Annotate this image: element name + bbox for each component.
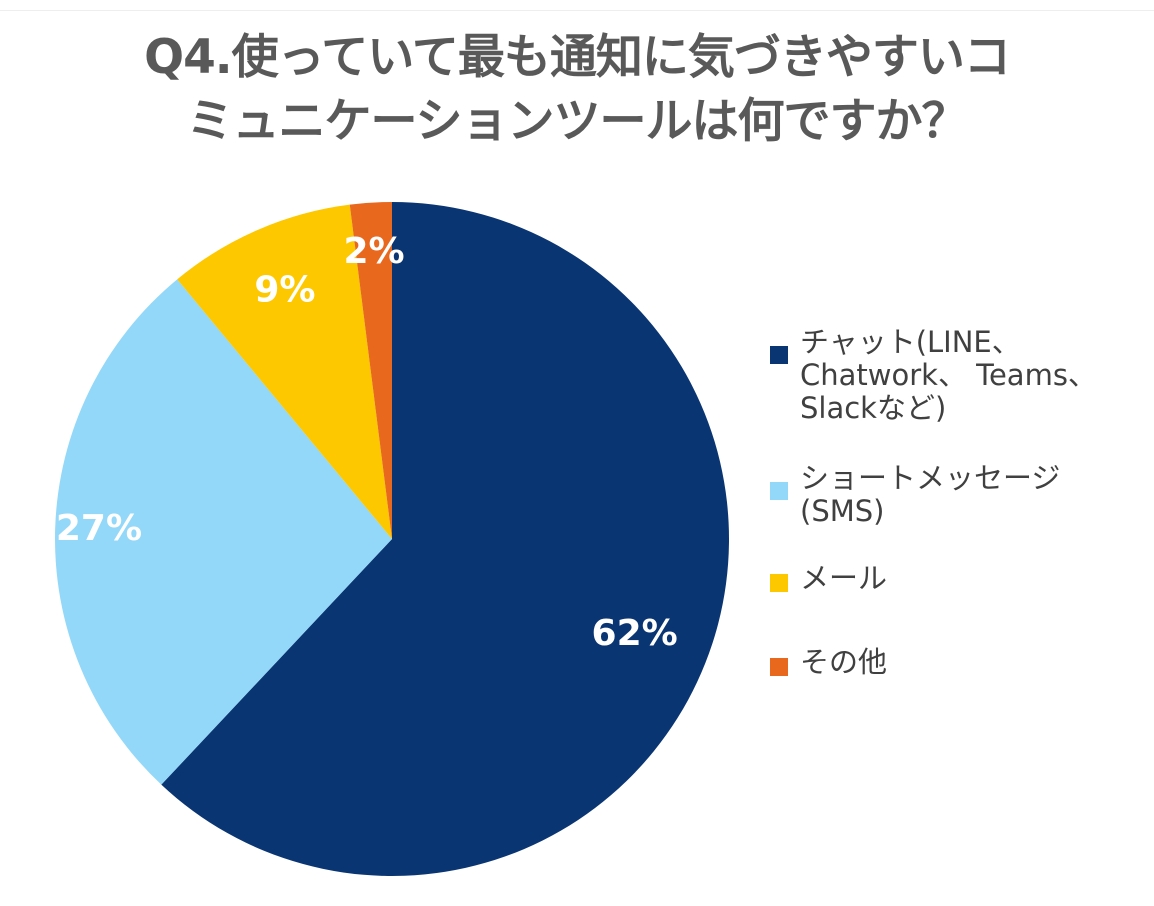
- legend-label-sms: ショートメッセージ (SMS): [800, 461, 1061, 528]
- legend-label-mail: メール: [800, 561, 888, 595]
- slice-label-mail: 9%: [254, 270, 315, 311]
- chart-title-line-2: ミュニケーションツールは何ですか？: [186, 94, 968, 149]
- legend-swatch-mail: [770, 574, 788, 592]
- legend-label-chat: チャット(LINE、 Chatwork、 Teams、 Slackなど): [800, 325, 1097, 425]
- pie-slice-mail: [177, 204, 392, 539]
- legend-swatch-other: [770, 658, 788, 676]
- pie-slice-other: [349, 202, 392, 539]
- slice-label-chat: 62%: [592, 613, 678, 654]
- legend-label-other: その他: [800, 645, 888, 679]
- legend-swatch-chat: [770, 346, 788, 364]
- slice-label-sms: 27%: [56, 508, 142, 549]
- chart-title: Q4.使っていて最も通知に気づきやすいコ ミュニケーションツールは何ですか？: [0, 26, 1154, 154]
- pie-slice-chat: [161, 202, 730, 876]
- top-divider: [0, 10, 1154, 11]
- legend-swatch-sms: [770, 482, 788, 500]
- chart-title-line-1: Q4.使っていて最も通知に気づきやすいコ: [144, 30, 1011, 85]
- pie-slice-sms: [54, 279, 393, 785]
- slice-label-other: 2%: [343, 231, 404, 272]
